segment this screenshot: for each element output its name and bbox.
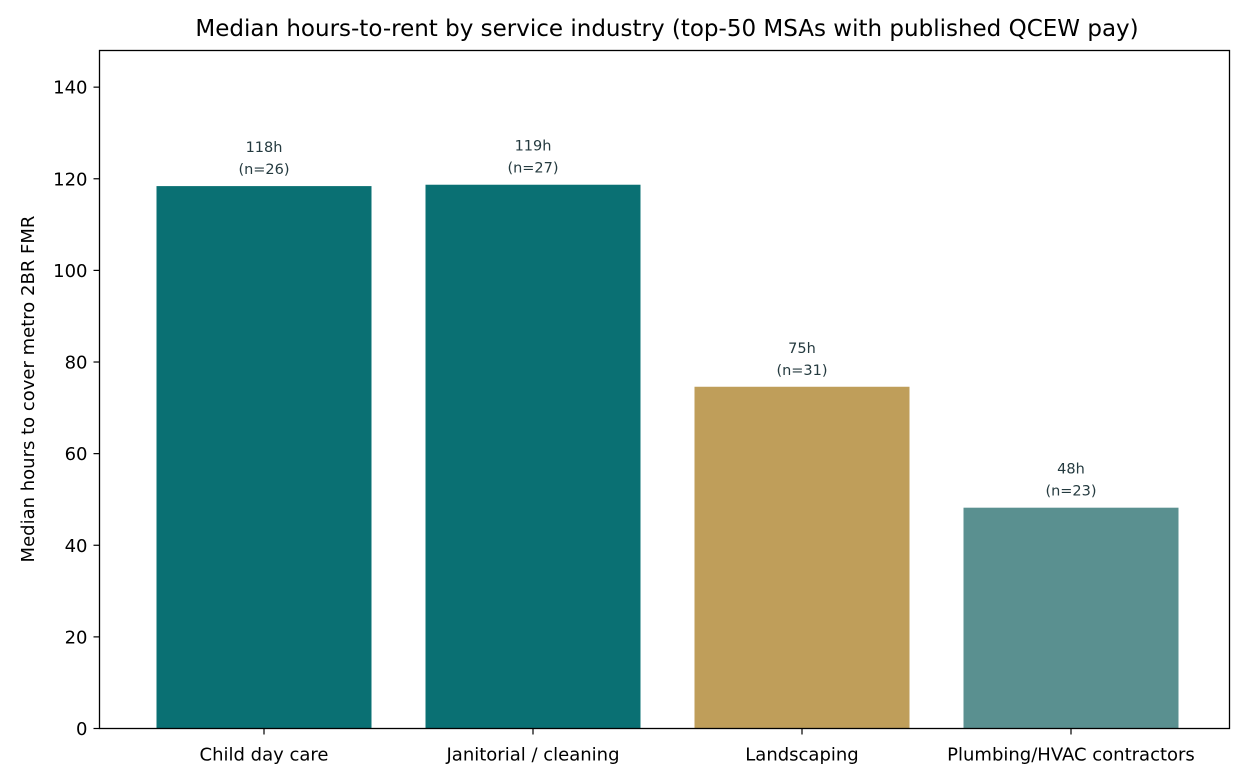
data-label-count: (n=27) [507, 161, 558, 177]
y-tick-label: 40 [65, 536, 88, 557]
x-tick-label: Plumbing/HVAC contractors [947, 745, 1195, 766]
bar-janitorial-cleaning [425, 184, 641, 729]
data-label-hours: 119h [515, 139, 552, 155]
y-axis-ticks: 0 20 40 60 80 100 120 140 [53, 78, 100, 740]
x-tick-label: Janitorial / cleaning [445, 745, 619, 766]
data-label-count: (n=31) [776, 363, 827, 379]
y-tick-label: 140 [53, 78, 87, 99]
y-tick-label: 80 [65, 353, 88, 374]
y-tick-label: 100 [53, 261, 87, 282]
data-labels-group: 118h (n=26) 119h (n=27) 75h (n=31) 48h (n=23) [238, 139, 1096, 500]
y-tick-label: 0 [76, 719, 87, 740]
bar-child-day-care [156, 186, 372, 729]
y-tick-label: 60 [65, 444, 88, 465]
data-label-count: (n=26) [238, 162, 289, 178]
y-axis-label: Median hours to cover metro 2BR FMR [18, 216, 39, 563]
y-tick-label: 120 [53, 169, 87, 190]
bars-group [156, 184, 1179, 729]
bar-landscaping [694, 386, 910, 729]
x-tick-label: Child day care [200, 745, 329, 766]
chart-title: Median hours-to-rent by service industry… [195, 16, 1138, 42]
x-tick-label: Landscaping [745, 745, 858, 766]
plot-area-frame [98, 49, 1231, 730]
data-label-hours: 118h [246, 140, 283, 156]
y-tick-label: 20 [65, 627, 88, 648]
data-label-hours: 75h [788, 341, 816, 357]
x-axis-ticks: Child day care Janitorial / cleaning Lands… [200, 728, 1195, 766]
bar-plumbing-hvac-contractors [963, 507, 1179, 729]
data-label-count: (n=23) [1045, 484, 1096, 500]
data-label-hours: 48h [1057, 462, 1085, 478]
